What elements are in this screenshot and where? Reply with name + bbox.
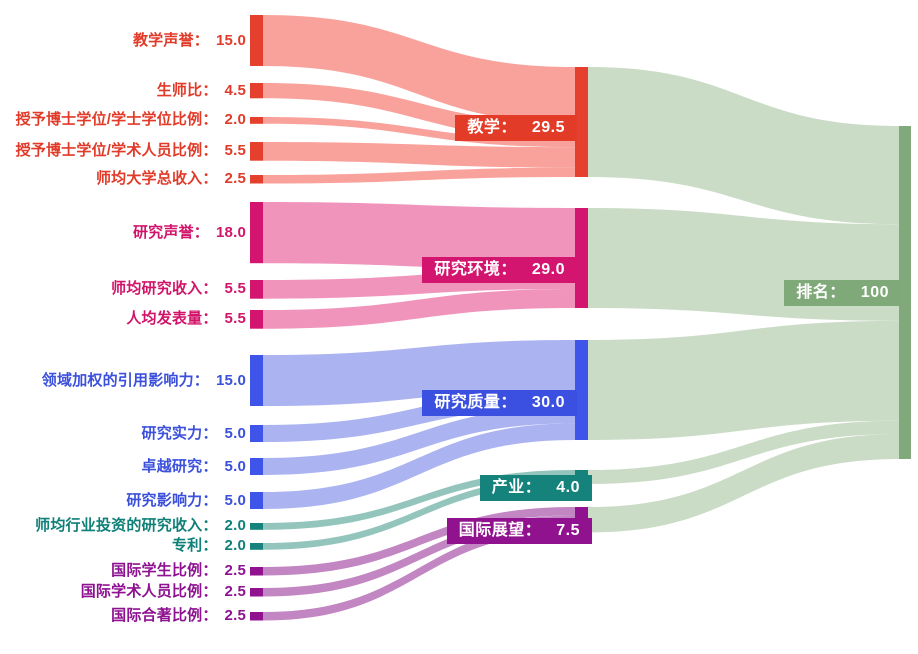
metric-label-i_inc: 师均行业投资的研究收入： 2.0	[35, 517, 246, 535]
category-box-research_env: 研究环境： 29.0	[422, 257, 577, 283]
flow-industry-to-rank	[588, 420, 899, 484]
metric-label-t_rep: 教学声誉： 15.0	[132, 31, 246, 49]
node-research_quality	[575, 340, 588, 440]
category-box-rank: 排名： 100	[784, 280, 901, 306]
node-r_pub	[250, 310, 263, 329]
node-r_rep	[250, 202, 263, 264]
node-i_inc	[250, 523, 263, 530]
category-box-teaching: 教学： 29.5	[455, 115, 577, 141]
node-t_ratio	[250, 83, 263, 99]
flow-q_cit	[263, 340, 575, 406]
node-t_db	[250, 117, 263, 124]
node-q_cit	[250, 355, 263, 406]
metric-label-o_staff: 国际学术人员比例： 2.5	[80, 583, 246, 601]
flow-teaching-to-rank	[588, 67, 899, 225]
metric-label-q_cit: 领域加权的引用影响力： 15.0	[41, 371, 246, 389]
metric-label-q_str: 研究实力： 5.0	[141, 424, 246, 442]
metric-label-q_exc: 卓越研究： 5.0	[141, 457, 246, 475]
metric-label-r_pub: 人均发表量： 5.5	[126, 310, 246, 328]
node-t_inc	[250, 175, 263, 184]
flow-t_rep	[263, 15, 575, 123]
flow-intl_outlook-to-rank	[588, 434, 899, 533]
metric-label-r_rep: 研究声誉： 18.0	[132, 223, 246, 241]
flow-o_stu	[263, 507, 575, 576]
flow-t_ds	[263, 142, 575, 168]
node-t_ds	[250, 142, 263, 161]
flow-research_quality-to-rank	[588, 320, 899, 440]
flow-o_staff	[263, 515, 575, 597]
flow-r_rep	[263, 202, 575, 271]
node-q_str	[250, 425, 263, 442]
category-box-industry: 产业： 4.0	[479, 475, 592, 501]
flow-i_inc	[263, 470, 575, 530]
node-research_env	[575, 208, 588, 308]
metric-label-o_stu: 国际学生比例： 2.5	[111, 562, 246, 580]
node-o_co	[250, 612, 263, 621]
node-i_pat	[250, 543, 263, 550]
flow-o_co	[263, 524, 575, 621]
metric-label-t_ds: 授予博士学位/学术人员比例： 5.5	[15, 142, 246, 160]
metric-label-t_ratio: 生师比： 4.5	[156, 81, 246, 99]
node-r_inc	[250, 280, 263, 299]
metric-label-t_inc: 师均大学总收入： 2.5	[95, 170, 246, 188]
flow-i_pat	[263, 477, 575, 550]
category-box-intl_outlook: 国际展望： 7.5	[446, 518, 592, 544]
flow-q_exc	[263, 406, 575, 475]
flow-t_inc	[263, 167, 575, 184]
node-q_inf	[250, 492, 263, 509]
metric-label-o_co: 国际合著比例： 2.5	[111, 607, 246, 625]
node-teaching	[575, 67, 588, 177]
flow-q_inf	[263, 423, 575, 509]
metric-label-i_pat: 专利： 2.0	[171, 537, 246, 555]
flow-r_pub	[263, 289, 575, 329]
node-t_rep	[250, 15, 263, 66]
metric-label-r_inc: 师均研究收入： 5.5	[111, 280, 246, 298]
node-q_exc	[250, 458, 263, 475]
category-box-research_quality: 研究质量： 30.0	[422, 390, 577, 416]
node-rank	[899, 126, 911, 459]
node-o_staff	[250, 588, 263, 597]
metric-label-q_inf: 研究影响力： 5.0	[126, 491, 246, 509]
node-o_stu	[250, 567, 263, 576]
metric-label-t_db: 授予博士学位/学士学位比例： 2.0	[15, 111, 246, 129]
